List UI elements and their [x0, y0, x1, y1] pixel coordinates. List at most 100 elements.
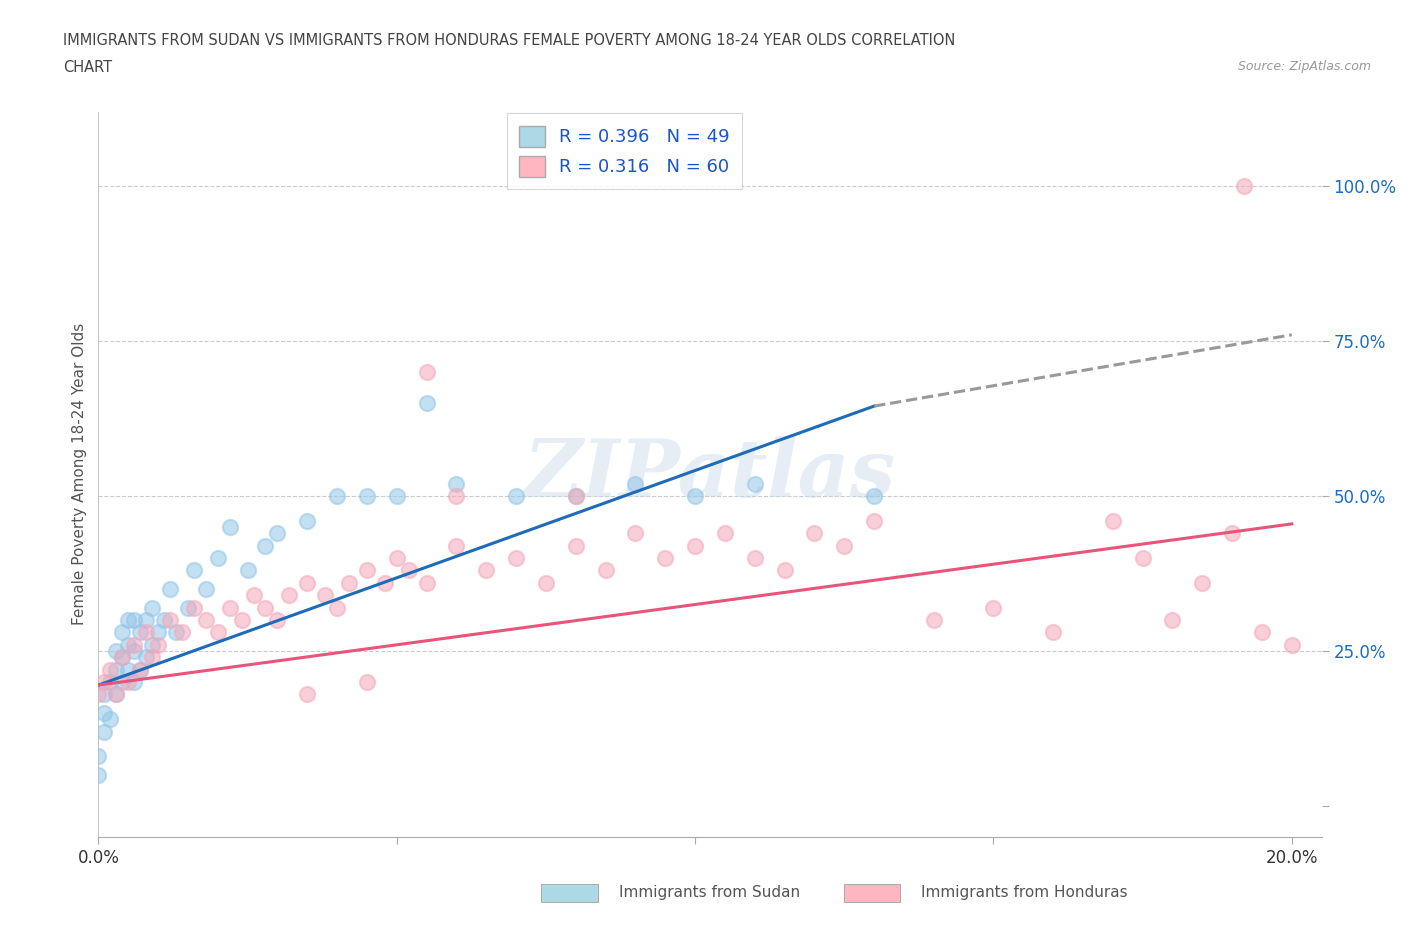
Point [122, 637, 145, 652]
Point [98, 662, 121, 677]
Point [803, 525, 825, 540]
Text: ZIPatlas: ZIPatlas [524, 435, 896, 513]
Text: Source: ZipAtlas.com: Source: ZipAtlas.com [1237, 60, 1371, 73]
Point [278, 588, 301, 603]
Point [111, 674, 134, 689]
Text: IMMIGRANTS FROM SUDAN VS IMMIGRANTS FROM HONDURAS FEMALE POVERTY AMONG 18-24 YEA: IMMIGRANTS FROM SUDAN VS IMMIGRANTS FROM… [63, 33, 956, 47]
Legend: R = 0.396   N = 49, R = 0.316   N = 60: R = 0.396 N = 49, R = 0.316 N = 60 [506, 113, 742, 190]
Point [183, 600, 205, 615]
Point [165, 625, 187, 640]
Point [117, 637, 139, 652]
Point [1251, 625, 1274, 640]
Point [141, 637, 163, 652]
Point [1220, 525, 1243, 540]
Point [326, 600, 349, 615]
Point [415, 576, 437, 591]
Point [111, 650, 134, 665]
Point [863, 488, 886, 503]
Point [385, 488, 408, 503]
Point [105, 687, 128, 702]
Point [111, 650, 134, 665]
Point [117, 674, 139, 689]
Point [446, 538, 468, 553]
Y-axis label: Female Poverty Among 18-24 Year Olds: Female Poverty Among 18-24 Year Olds [72, 324, 87, 626]
Point [93, 706, 115, 721]
Point [105, 662, 128, 677]
Point [1132, 551, 1154, 565]
Point [177, 600, 200, 615]
Point [231, 613, 253, 628]
Point [398, 563, 420, 578]
Point [624, 525, 647, 540]
Point [141, 600, 163, 615]
Point [117, 613, 139, 628]
Point [129, 662, 152, 677]
Point [983, 600, 1005, 615]
Point [254, 600, 277, 615]
Point [207, 551, 229, 565]
Text: Immigrants from Sudan: Immigrants from Sudan [619, 885, 800, 900]
Point [93, 687, 115, 702]
Point [111, 625, 134, 640]
Point [326, 488, 349, 503]
Point [122, 644, 145, 658]
Point [356, 488, 378, 503]
Point [832, 538, 855, 553]
Point [505, 488, 527, 503]
Point [183, 563, 205, 578]
Point [415, 365, 437, 379]
Point [153, 613, 176, 628]
Point [93, 674, 115, 689]
Text: CHART: CHART [63, 60, 112, 75]
Point [117, 662, 139, 677]
Point [207, 625, 229, 640]
Point [122, 613, 145, 628]
Point [744, 551, 766, 565]
Point [87, 749, 110, 764]
Point [773, 563, 796, 578]
Point [505, 551, 527, 565]
Point [105, 644, 128, 658]
Text: Immigrants from Honduras: Immigrants from Honduras [921, 885, 1128, 900]
Point [1233, 179, 1256, 193]
Point [565, 488, 588, 503]
Point [744, 476, 766, 491]
Point [683, 488, 706, 503]
Point [170, 625, 193, 640]
Point [129, 625, 152, 640]
Point [122, 674, 145, 689]
Point [194, 613, 217, 628]
Point [337, 576, 360, 591]
Point [218, 520, 240, 535]
Point [683, 538, 706, 553]
Point [415, 395, 437, 410]
Point [266, 525, 288, 540]
Point [129, 662, 152, 677]
Point [135, 613, 157, 628]
Point [1161, 613, 1184, 628]
Point [254, 538, 277, 553]
Point [446, 476, 468, 491]
Point [297, 513, 319, 528]
Point [356, 563, 378, 578]
Point [654, 551, 676, 565]
Point [98, 711, 121, 726]
Point [565, 488, 588, 503]
Point [475, 563, 498, 578]
Point [146, 625, 169, 640]
Point [624, 476, 647, 491]
Point [714, 525, 737, 540]
Point [135, 625, 157, 640]
Point [565, 538, 588, 553]
Point [93, 724, 115, 739]
Point [297, 687, 319, 702]
Point [87, 687, 110, 702]
Point [297, 576, 319, 591]
Point [1191, 576, 1213, 591]
Point [385, 551, 408, 565]
Point [242, 588, 264, 603]
Point [87, 767, 110, 782]
Point [146, 637, 169, 652]
Point [534, 576, 557, 591]
Point [314, 588, 336, 603]
